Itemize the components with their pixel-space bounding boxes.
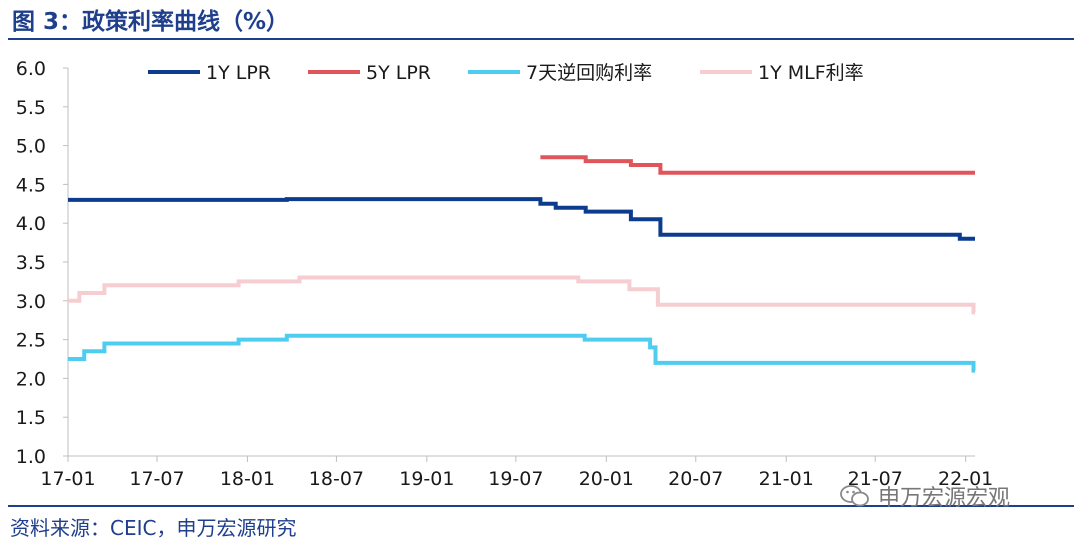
y-tick-label: 5.5 [16, 97, 46, 119]
legend-label: 7天逆回购利率 [526, 62, 652, 84]
x-tick-label: 20-01 [579, 468, 634, 490]
figure-title: 图 3：政策利率曲线（%） [12, 9, 290, 35]
legend-label: 1Y LPR [206, 62, 271, 84]
series-line [68, 197, 975, 241]
x-tick-label: 18-01 [220, 468, 275, 490]
wechat-watermark: 申万宏源宏观 [840, 480, 1010, 512]
x-tick-label: 17-01 [40, 468, 95, 490]
y-tick-label: 4.5 [16, 174, 46, 196]
wechat-icon [840, 485, 869, 507]
y-tick-label: 4.0 [16, 213, 46, 235]
series-line [68, 333, 976, 373]
x-tick-label: 21-07 [848, 468, 903, 490]
series-line [68, 275, 976, 315]
x-tick-label: 17-07 [129, 468, 184, 490]
x-tick-label: 20-07 [668, 468, 723, 490]
figure-header: 图 3：政策利率曲线（%） [0, 0, 1080, 44]
x-tick-label: 18-07 [309, 468, 364, 490]
title-divider [8, 38, 1074, 40]
x-tick-label: 19-01 [399, 468, 454, 490]
x-tick-label: 22-01 [938, 468, 993, 490]
y-tick-label: 2.5 [16, 330, 46, 352]
source-note: 资料来源：CEIC，申万宏源研究 [10, 516, 297, 540]
legend-label: 5Y LPR [366, 62, 431, 84]
series-line [540, 155, 975, 175]
y-tick-label: 6.0 [16, 58, 46, 80]
x-tick-label: 19-07 [488, 468, 543, 490]
x-tick-label: 21-01 [759, 468, 814, 490]
footer-divider [8, 505, 1074, 507]
y-tick-label: 3.0 [16, 291, 46, 313]
watermark-label: 申万宏源宏观 [878, 486, 1011, 511]
y-tick-label: 1.5 [16, 407, 46, 429]
y-tick-label: 5.0 [16, 136, 46, 158]
y-tick-label: 3.5 [16, 252, 46, 274]
legend-label: 1Y MLF利率 [758, 62, 864, 84]
policy-rate-chart: 1.0 1.5 2.0 2.5 3.0 3.5 4.0 4.5 5.0 5.5 6.0 17-01 17… [0, 44, 1080, 504]
y-tick-label: 2.0 [16, 368, 46, 390]
chart-canvas: 1.0 1.5 2.0 2.5 3.0 3.5 4.0 4.5 5.0 5.5 6.0 17-01 17… [16, 58, 993, 490]
y-tick-label: 1.0 [16, 446, 46, 468]
